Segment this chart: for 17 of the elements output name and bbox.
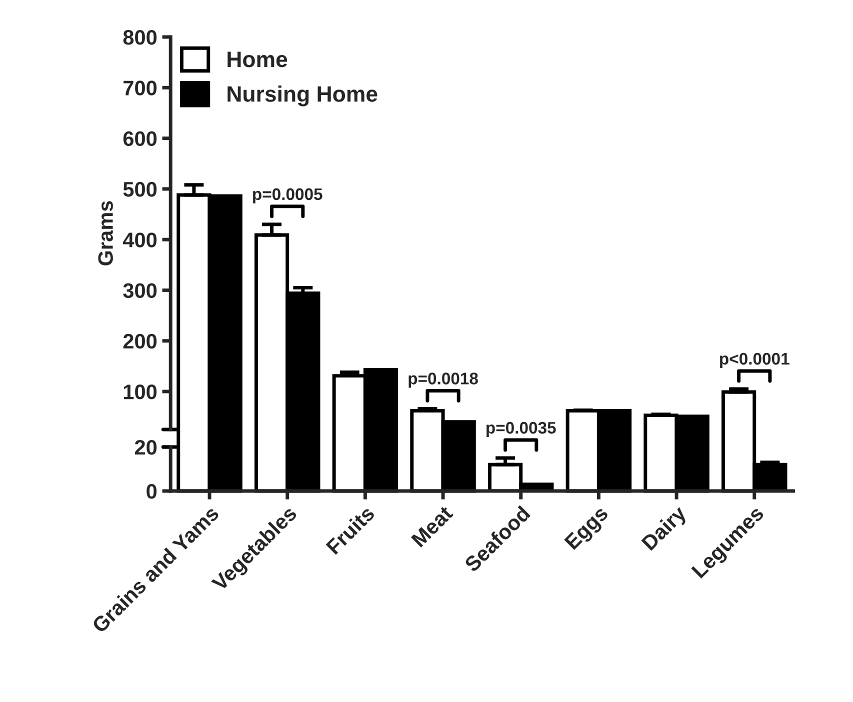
annotation: p=0.0005 <box>253 188 322 204</box>
legend-label: Nursing Home <box>228 86 378 106</box>
y-tick-label: 800 <box>123 30 157 45</box>
annotation: p=0.0018 <box>408 372 478 388</box>
legend-label: Home <box>228 52 288 68</box>
y-tick-label: 100 <box>124 384 157 400</box>
annotation: p<0.0001 <box>720 352 790 368</box>
y-axis-title: Grams <box>98 201 113 266</box>
y-tick-label: 700 <box>124 80 157 96</box>
y-tick-label: 200 <box>123 334 157 349</box>
y-tick-label: 600 <box>123 131 157 146</box>
y-tick-label: 400 <box>122 232 157 248</box>
y-tick-label: 0 <box>146 484 157 499</box>
y-tick-label: 500 <box>123 182 157 197</box>
annotation: p=0.0035 <box>486 422 556 437</box>
y-tick-label: 300 <box>123 283 157 298</box>
y-tick-label: 20 <box>134 440 157 455</box>
